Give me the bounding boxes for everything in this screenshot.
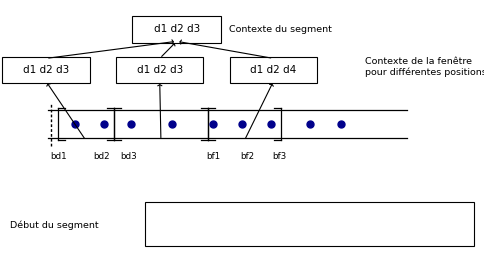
Text: bf3: bf3 [272,152,287,161]
Text: bd2: bd2 [93,152,110,161]
Text: d1 d2 d3: d1 d2 d3 [23,65,69,75]
Text: d1 d2 d4: d1 d2 d4 [250,65,297,75]
FancyBboxPatch shape [2,57,90,83]
Text: bfi :   borne de fin de la fenêtre: bfi : borne de fin de la fenêtre [157,229,300,238]
FancyBboxPatch shape [132,16,221,42]
Text: Début du segment: Début du segment [10,220,98,230]
Text: Contexte de la fenêtre
pour différentes positions: Contexte de la fenêtre pour différentes … [365,57,484,77]
Text: d1 d2 d3: d1 d2 d3 [153,24,200,34]
Text: Contexte du segment: Contexte du segment [229,25,332,34]
FancyBboxPatch shape [230,57,317,83]
Text: bd1: bd1 [50,152,66,161]
Text: bf2: bf2 [240,152,254,161]
FancyBboxPatch shape [116,57,203,83]
Text: bf1: bf1 [206,152,220,161]
FancyBboxPatch shape [145,202,474,246]
Text: bd3: bd3 [120,152,136,161]
Text: d1 d2 d3: d1 d2 d3 [136,65,183,75]
Text: bdi :   borne de début de la fenêtre: bdi : borne de début de la fenêtre [157,211,317,220]
